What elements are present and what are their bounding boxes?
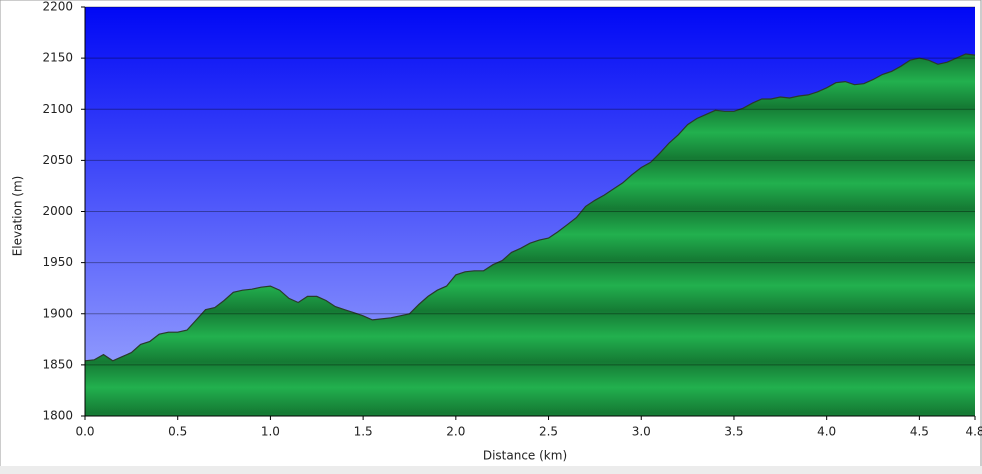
y-tick-label: 1850 bbox=[42, 357, 73, 371]
x-tick-label: 0.0 bbox=[75, 425, 94, 439]
y-tick-label: 2050 bbox=[42, 153, 73, 167]
bottom-strip bbox=[0, 466, 982, 474]
y-tick-label: 1950 bbox=[42, 255, 73, 269]
x-tick-label: 4.5 bbox=[910, 425, 929, 439]
x-tick-label: 2.0 bbox=[446, 425, 465, 439]
elevation-area bbox=[85, 54, 975, 416]
x-tick-label: 4.8 bbox=[965, 425, 982, 439]
elevation-line bbox=[84, 53, 976, 362]
x-tick-label: 1.5 bbox=[354, 425, 373, 439]
x-tick-label: 4.0 bbox=[817, 425, 836, 439]
x-axis-label: Distance (km) bbox=[483, 449, 567, 463]
x-tick-label: 2.5 bbox=[539, 425, 558, 439]
y-tick-label: 2150 bbox=[42, 51, 73, 65]
y-tick-label: 1900 bbox=[42, 306, 73, 320]
x-tick-label: 0.5 bbox=[168, 425, 187, 439]
y-tick-label: 2200 bbox=[42, 0, 73, 14]
x-tick-label: 3.0 bbox=[632, 425, 651, 439]
y-tick-label: 2000 bbox=[42, 204, 73, 218]
y-tick-label: 2100 bbox=[42, 102, 73, 116]
y-axis-label: Elevation (m) bbox=[11, 176, 25, 257]
x-tick-label: 1.0 bbox=[261, 425, 280, 439]
y-tick-label: 1800 bbox=[42, 409, 73, 423]
x-tick-label: 3.5 bbox=[724, 425, 743, 439]
